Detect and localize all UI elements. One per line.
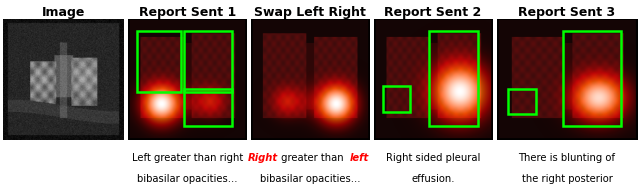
- Title: Swap Left Right: Swap Left Right: [254, 6, 366, 19]
- Text: bibasilar opacities...: bibasilar opacities...: [260, 174, 360, 184]
- Bar: [138, 31, 181, 92]
- Text: greater than: greater than: [278, 153, 347, 163]
- Text: bibasilar opacities...: bibasilar opacities...: [137, 174, 237, 184]
- Title: Report Sent 2: Report Sent 2: [385, 6, 481, 19]
- Text: the right posterior: the right posterior: [522, 174, 612, 184]
- Text: Right sided pleural: Right sided pleural: [386, 153, 480, 163]
- Title: Image: Image: [42, 6, 85, 19]
- Title: Report Sent 1: Report Sent 1: [139, 6, 236, 19]
- Text: left: left: [350, 153, 369, 163]
- Bar: [429, 31, 478, 126]
- Text: Left greater than right: Left greater than right: [132, 153, 243, 163]
- Bar: [563, 31, 621, 126]
- Text: effusion.: effusion.: [412, 174, 454, 184]
- Text: There is blunting of: There is blunting of: [518, 153, 616, 163]
- Bar: [508, 89, 536, 114]
- Title: Report Sent 3: Report Sent 3: [518, 6, 616, 19]
- Bar: [184, 89, 232, 126]
- Bar: [383, 86, 410, 112]
- Text: Right: Right: [248, 153, 278, 163]
- Bar: [184, 31, 232, 92]
